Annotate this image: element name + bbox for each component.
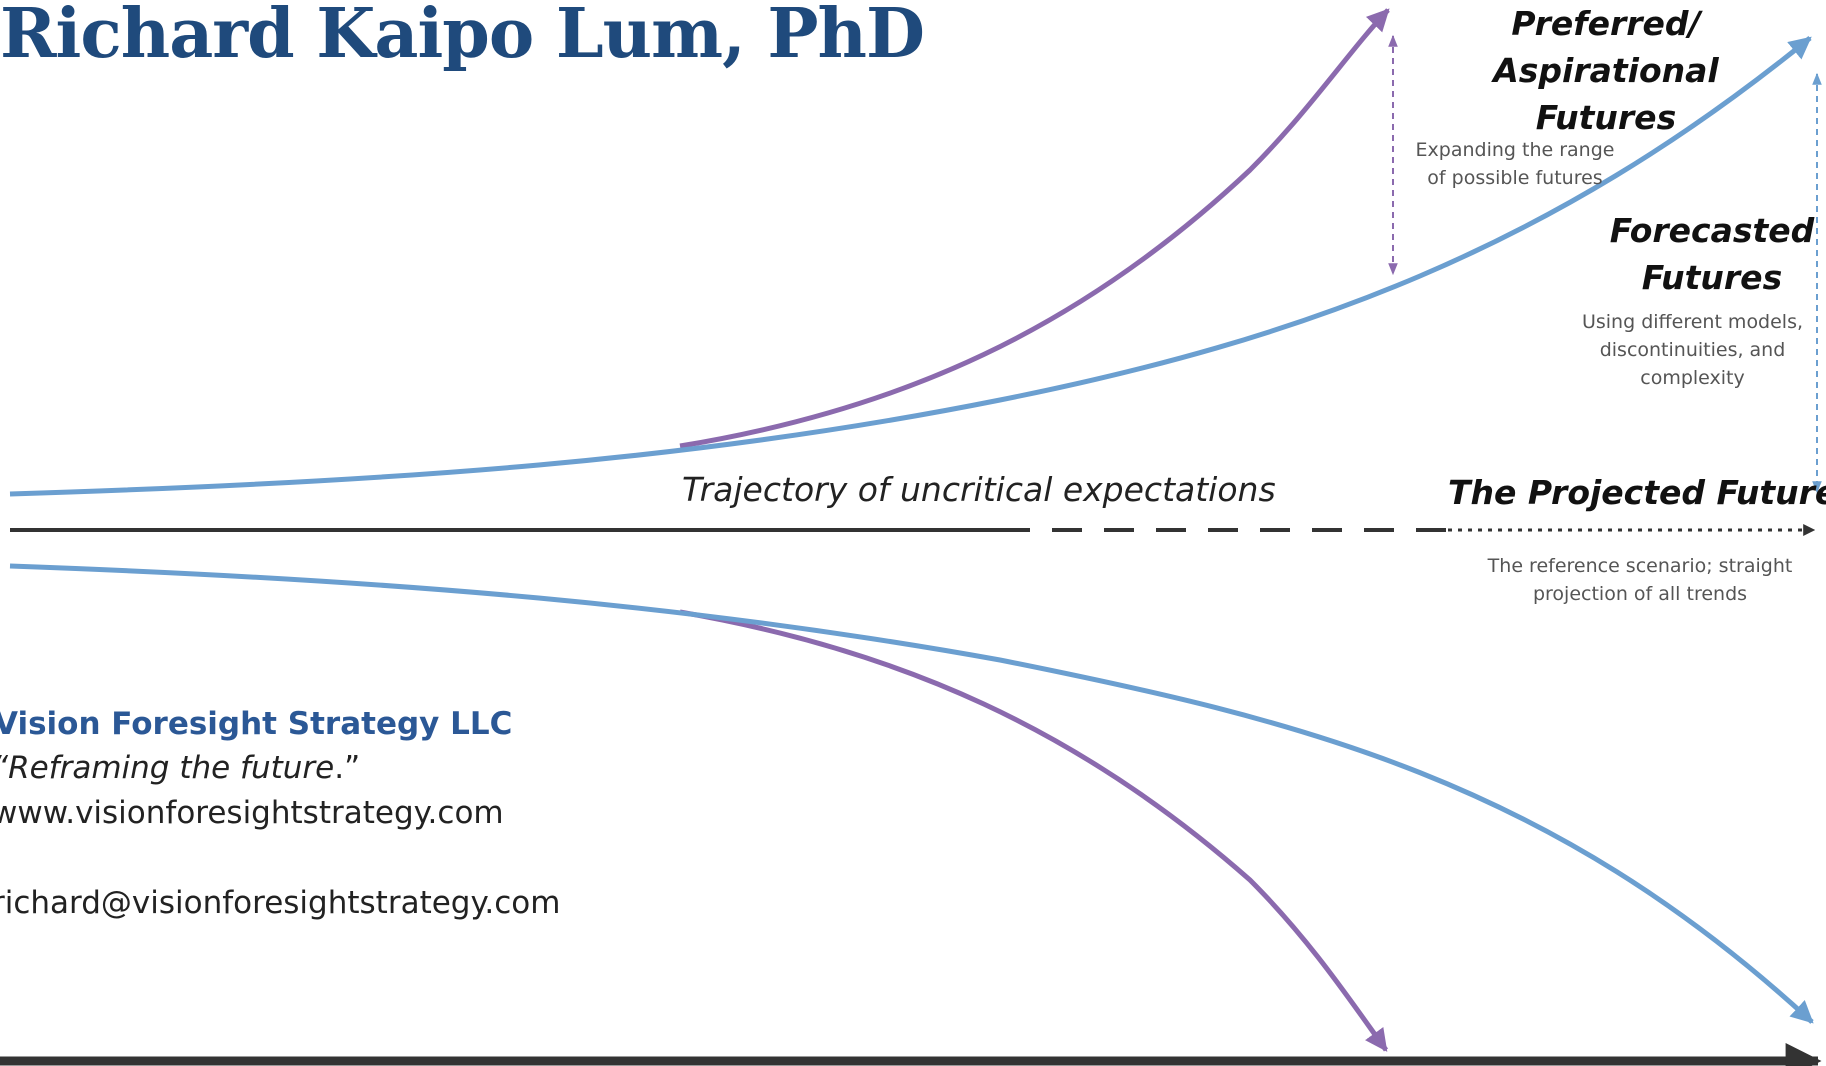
preferred-futures-note: Expanding the range of possible futures [1380, 136, 1650, 192]
forecasted-futures-note: Using different models, discontinuities,… [1550, 308, 1826, 392]
company-name: Vision Foresight Strategy LLC [0, 706, 513, 742]
upper-blue-curve [9, 36, 1812, 497]
forecasted-note-line2: discontinuities, and [1599, 339, 1786, 361]
preferred-note-line1: Expanding the range [1415, 139, 1615, 161]
lower-blue-curve [9, 563, 1814, 1024]
tagline-close-quote: .” [334, 750, 361, 786]
lower-purple-curve [679, 609, 1389, 1052]
forecasted-futures-heading: Forecasted Futures [1580, 207, 1826, 301]
website-link[interactable]: www.visionforesightstrategy.com [0, 795, 504, 831]
projected-note-line1: The reference scenario; straight [1487, 555, 1793, 577]
tagline-open-quote: “ [0, 750, 8, 786]
forecasted-note-line3: complexity [1640, 367, 1745, 389]
preferred-heading-line1: Preferred/ Aspirational [1493, 4, 1719, 90]
projected-note-line2: projection of all trends [1532, 583, 1748, 605]
projected-future-heading: The Projected Future [1448, 473, 1826, 512]
email-link[interactable]: richard@visionforesightstrategy.com [0, 885, 561, 921]
page-title: Richard Kaipo Lum, PhD [0, 0, 925, 74]
tagline-text: Reframing the future [8, 750, 335, 786]
forecasted-heading-line2: Futures [1641, 258, 1783, 297]
company-tagline: “Reframing the future.” [0, 750, 360, 786]
upper-purple-curve [679, 8, 1390, 449]
preferred-futures-heading: Preferred/ Aspirational Futures [1396, 0, 1816, 141]
preferred-note-line2: of possible futures [1427, 167, 1603, 189]
preferred-heading-line2: Futures [1535, 98, 1677, 137]
forecasted-note-line1: Using different models, [1581, 311, 1804, 333]
trajectory-label: Trajectory of uncritical expectations [682, 470, 1276, 509]
projected-future-note: The reference scenario; straight project… [1460, 552, 1820, 608]
forecasted-heading-line1: Forecasted [1609, 211, 1815, 250]
